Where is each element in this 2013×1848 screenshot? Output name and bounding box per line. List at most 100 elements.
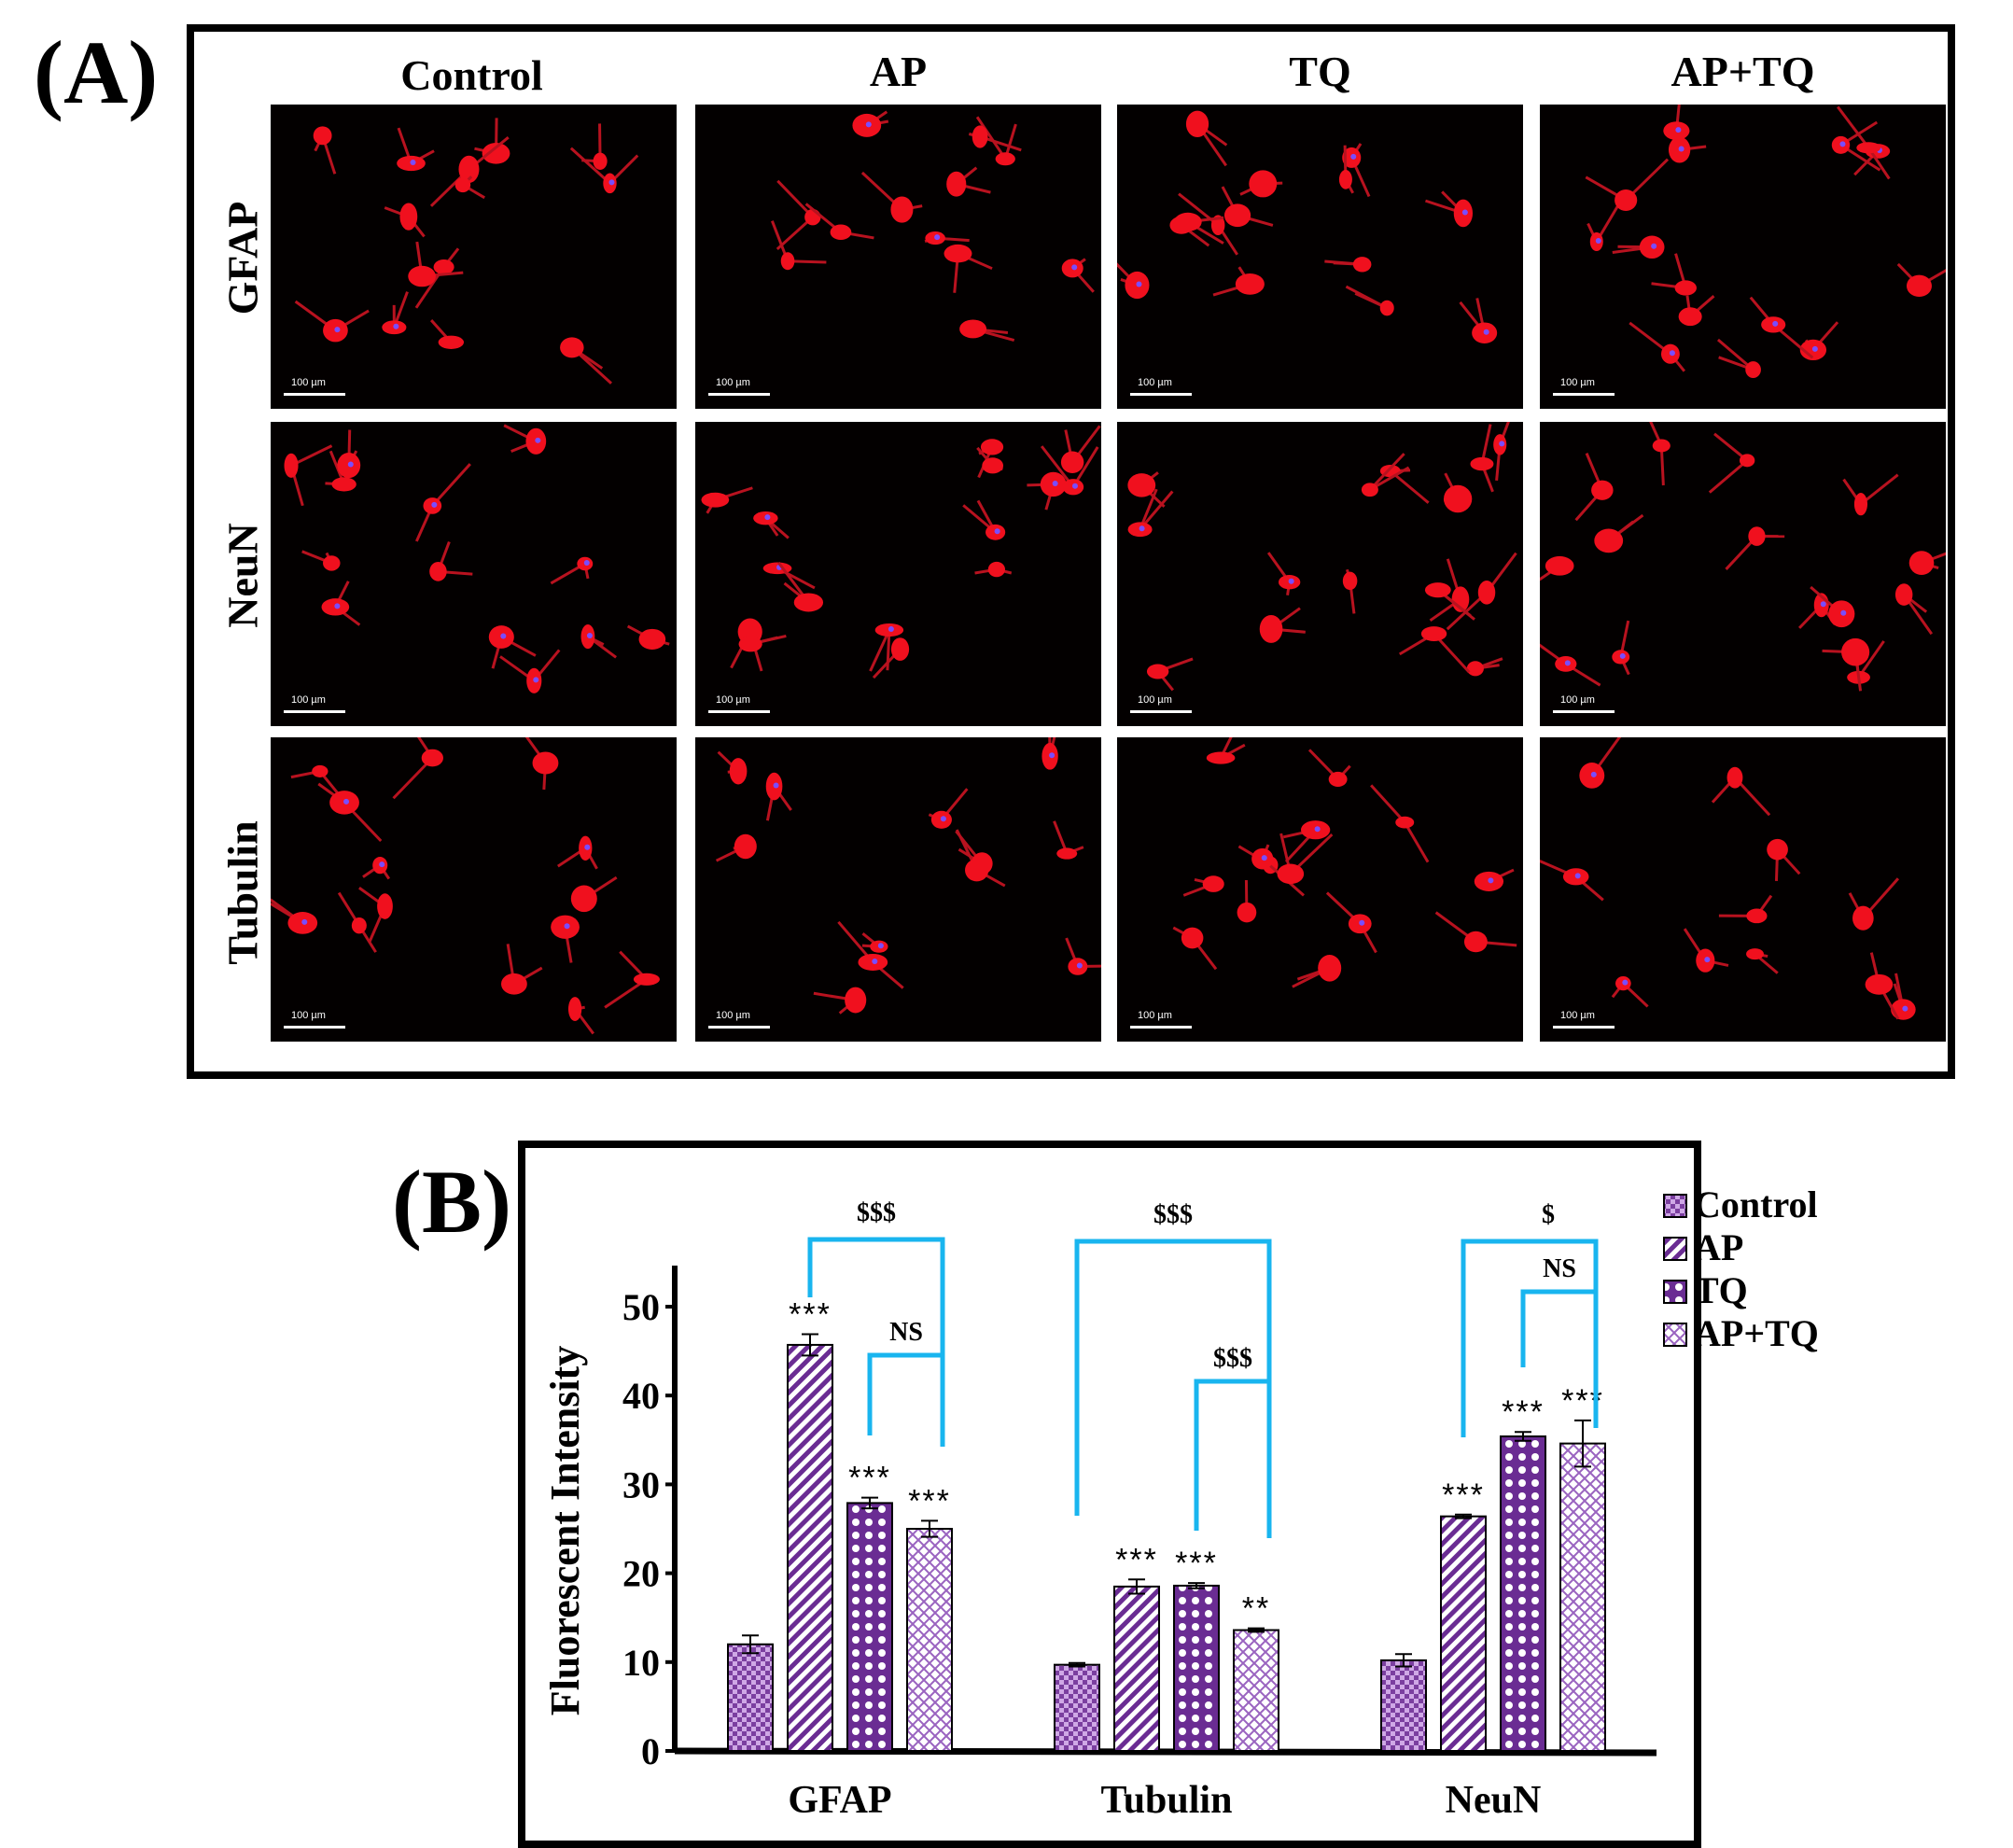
cell-body [830, 224, 852, 241]
scale-bar-label: 100 µm [291, 694, 326, 706]
cell-nucleus [500, 633, 507, 639]
cell-body [1206, 751, 1236, 764]
cell-body [313, 126, 332, 146]
cell-body [980, 439, 1004, 455]
scale-bar [284, 393, 345, 396]
cell-process [1837, 105, 1870, 149]
cell-nucleus [1820, 601, 1826, 608]
cell-nucleus [1839, 141, 1846, 147]
cell-body [1235, 273, 1265, 295]
cell-body [593, 152, 608, 170]
scale-bar-label: 100 µm [716, 377, 750, 388]
cell-body [421, 749, 444, 767]
cell-body [1259, 615, 1283, 643]
cell-body [1908, 551, 1935, 576]
cell-body [1678, 307, 1702, 327]
cell-nucleus [393, 323, 399, 329]
cell-body [331, 477, 356, 492]
cell-image [1172, 737, 1517, 988]
cell-body [1745, 361, 1761, 379]
cell-nucleus [583, 559, 590, 566]
cell-image [294, 118, 639, 385]
y-axis-label: Fluorescent Intensity [542, 1346, 588, 1715]
cell-body [1420, 626, 1447, 642]
cell-body [1127, 473, 1156, 497]
micrograph-neun-ap: 100 µm [695, 422, 1101, 726]
cell-process [776, 179, 814, 218]
cell-nucleus [343, 798, 350, 805]
legend-label-ap-tq: AP+TQ [1694, 1312, 1819, 1354]
cell-body [890, 196, 914, 223]
cell-body [1726, 766, 1743, 789]
bar-ap-tq-gfap [906, 1528, 953, 1752]
column-header-tq: TQ [1289, 48, 1351, 95]
scale-bar-label: 100 µm [1560, 694, 1595, 706]
comparison-bracket-inner [1520, 1289, 1596, 1367]
cell-process [1659, 445, 1665, 486]
micrograph-gfap-ap-tq: 100 µm [1540, 105, 1946, 409]
cell-body [1249, 170, 1278, 198]
x-tick-label-neun: NeuN [1446, 1779, 1542, 1822]
cell-body [438, 335, 465, 349]
y-tick-label: 50 [622, 1286, 660, 1328]
cell-body [1652, 439, 1671, 453]
cell-body [959, 319, 987, 339]
cell-body [995, 152, 1015, 166]
scale-bar-label: 100 µm [716, 694, 750, 706]
micrograph-tubulin-tq: 100 µm [1117, 737, 1523, 1042]
bar-tq-tubulin [1173, 1584, 1220, 1752]
cell-body [454, 177, 471, 193]
cell-process [569, 147, 611, 185]
cell-body [982, 457, 1004, 474]
cell-nucleus [1622, 979, 1629, 986]
micrograph-tubulin-ap: 100 µm [695, 737, 1101, 1042]
cell-process [1368, 453, 1405, 491]
cell-body [323, 555, 341, 571]
cell-body [1328, 771, 1348, 787]
cell-process [1370, 784, 1406, 824]
cell-image [770, 110, 1095, 343]
column-header-control: Control [400, 51, 543, 99]
cell-nucleus [1314, 826, 1321, 833]
bar-tq-neun [1500, 1435, 1546, 1752]
legend-swatch-control [1663, 1194, 1687, 1218]
cell-nucleus [410, 160, 416, 166]
cell-nucleus [1651, 243, 1657, 249]
cell-body [972, 125, 988, 148]
comparison-bracket-outer [1074, 1239, 1272, 1538]
cell-nucleus [334, 327, 341, 333]
comparison-label-outer: $ [1542, 1200, 1555, 1229]
column-header-ap-tq: AP+TQ [1671, 48, 1815, 95]
scale-bar [708, 393, 770, 396]
cell-body [1906, 274, 1932, 298]
scale-bar [1130, 393, 1192, 396]
cell-nucleus [1675, 127, 1682, 133]
scale-bar-label: 100 µm [291, 1010, 326, 1021]
comparison-label-inner: NS [889, 1318, 923, 1347]
cell-body [1477, 581, 1496, 605]
cell-body [1853, 493, 1868, 516]
comparison-label-outer: $$$ [1153, 1200, 1193, 1229]
cell-body [1767, 838, 1788, 861]
cell-body [1060, 451, 1084, 474]
cell-image [1117, 110, 1498, 344]
micrograph-tubulin-control: 100 µm [271, 737, 677, 1042]
cell-body [1466, 661, 1484, 677]
cell-body [1674, 280, 1697, 296]
cell-nucleus [1669, 350, 1675, 357]
legend-swatch-ap [1663, 1237, 1687, 1261]
cell-body [1865, 973, 1894, 995]
cell-body [1277, 863, 1305, 885]
scale-bar [708, 1026, 770, 1029]
cell-body [633, 973, 660, 986]
cell-body [1056, 847, 1078, 860]
cell-body [1318, 954, 1342, 982]
bar-ap-neun [1440, 1515, 1487, 1752]
y-tick-label: 30 [622, 1463, 660, 1505]
scale-bar [284, 1026, 345, 1029]
cell-process [1403, 821, 1430, 863]
cell-process [1860, 473, 1899, 506]
cell-body [1146, 664, 1169, 679]
cell-body [1615, 189, 1638, 211]
legend-label-ap: AP [1694, 1226, 1743, 1268]
